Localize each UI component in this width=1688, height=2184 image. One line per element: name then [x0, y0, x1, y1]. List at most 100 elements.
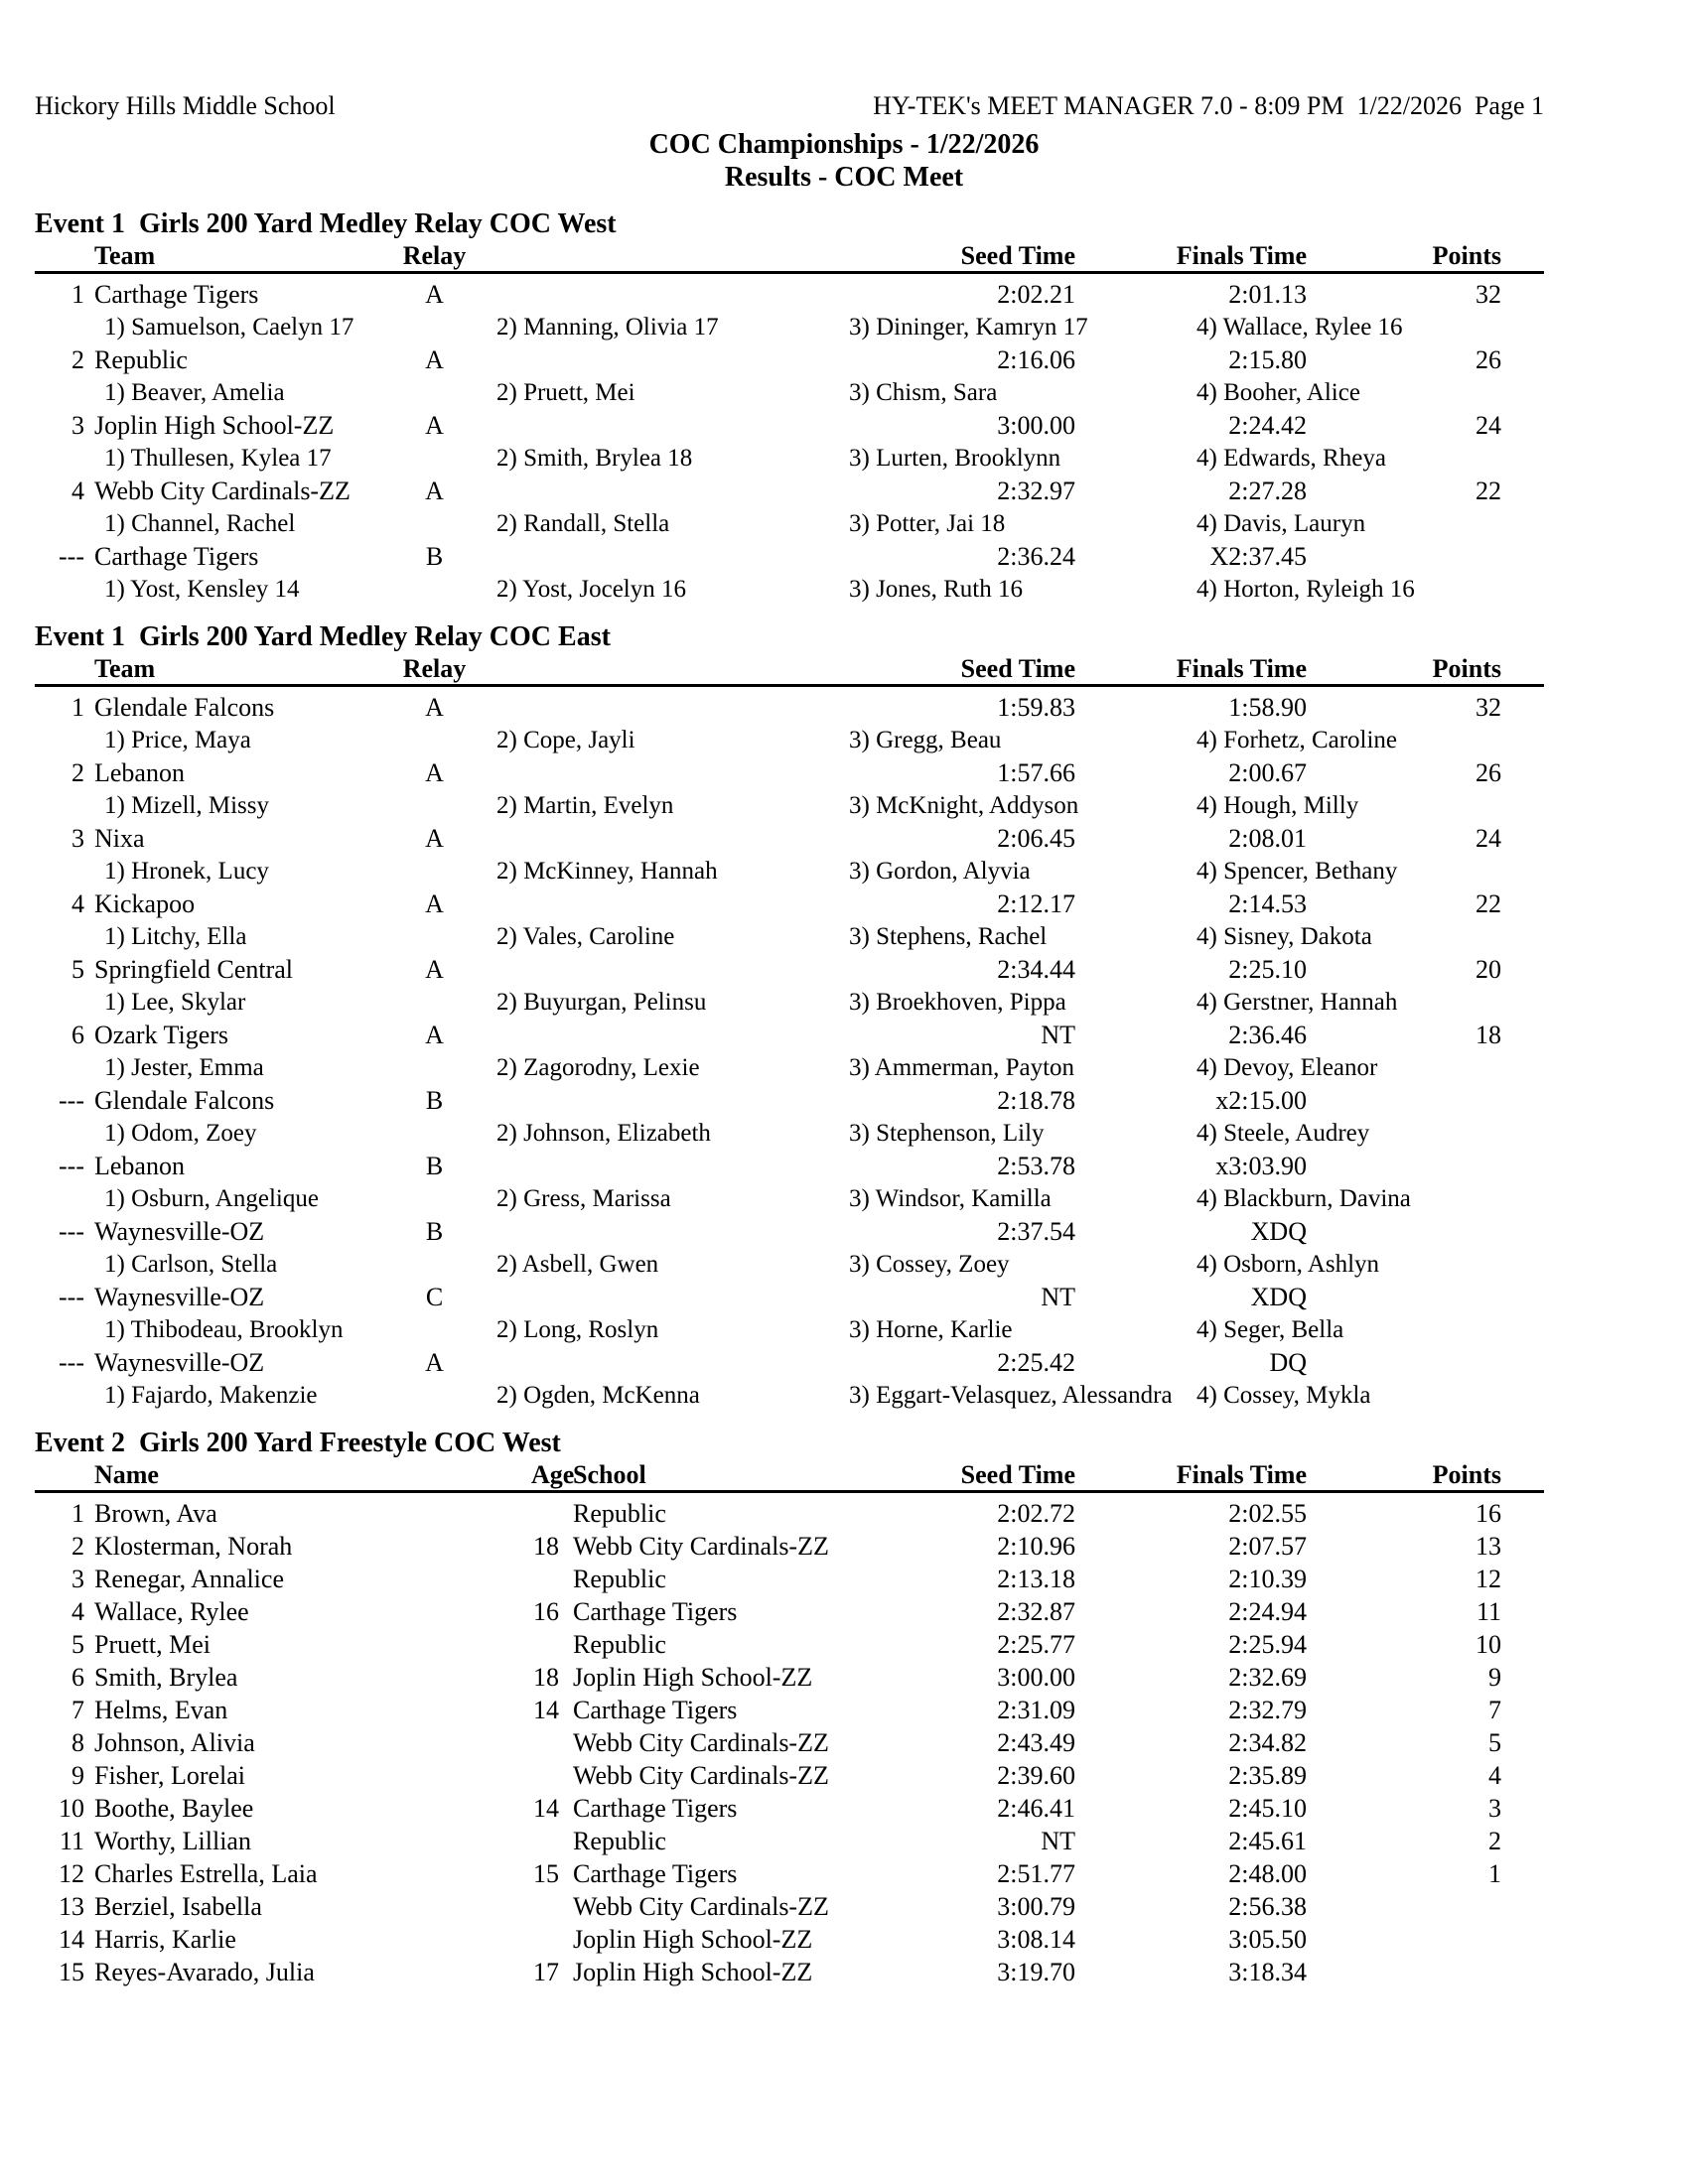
- swimmer-leg-4: 4) Spencer, Bethany: [1196, 858, 1398, 885]
- relay-swimmers-row: 1) Beaver, Amelia 2) Pruett, Mei 3) Chism,…: [35, 376, 1688, 409]
- spacer: [84, 409, 94, 442]
- spacer: [35, 507, 104, 540]
- points: 4: [1488, 1761, 1501, 1790]
- relay-letter: A: [425, 411, 444, 440]
- table-body: 1 Glendale Falcons A 1:59.83 1:58.90 32 1) Pri…: [35, 691, 1688, 1412]
- place: 2: [71, 758, 84, 787]
- finals-time: 2:48.00: [1228, 1859, 1307, 1888]
- swimmer-leg-3: 3) Horne, Karlie: [849, 1316, 1013, 1343]
- event-section: Event 1 Girls 200 Yard Medley Relay COC …: [0, 208, 1688, 606]
- column-header-points: Points: [1432, 654, 1501, 683]
- finals-time: 2:32.79: [1228, 1696, 1307, 1724]
- points: 32: [1476, 693, 1501, 722]
- seed-time: 1:57.66: [997, 758, 1075, 787]
- seed-time: 2:53.78: [997, 1152, 1075, 1180]
- spacer: [84, 1890, 94, 1923]
- relay-swimmers-row: 1) Thullesen, Kylea 17 2) Smith, Brylea 1…: [35, 442, 1688, 475]
- school: Webb City Cardinals-ZZ: [573, 1532, 829, 1561]
- school: Joplin High School-ZZ: [573, 1663, 813, 1692]
- swimmer-leg-4: 4) Gerstner, Hannah: [1196, 989, 1398, 1016]
- seed-time: NT: [1041, 1021, 1075, 1049]
- finals-time: x3:03.90: [1215, 1152, 1307, 1180]
- result-row: 1 Carthage Tigers A 2:02.21 2:01.13 32: [35, 278, 1688, 311]
- swimmer-leg-3: 3) Chism, Sara: [849, 379, 998, 406]
- spacer: [35, 311, 104, 343]
- spacer: [84, 1857, 94, 1890]
- finals-time: 2:35.89: [1228, 1761, 1307, 1790]
- points: 22: [1476, 477, 1501, 505]
- school: Webb City Cardinals-ZZ: [573, 1892, 829, 1921]
- team-name: Carthage Tigers: [94, 542, 259, 571]
- points: 24: [1476, 824, 1501, 853]
- swimmer-leg-2: 2) Long, Roslyn: [496, 1316, 659, 1343]
- spacer: [84, 887, 94, 920]
- finals-time: X2:37.45: [1209, 542, 1308, 571]
- points: 12: [1476, 1565, 1501, 1593]
- spacer: [84, 1792, 94, 1825]
- spacer: [84, 1461, 94, 1489]
- event-section: Event 1 Girls 200 Yard Medley Relay COC …: [0, 621, 1688, 1412]
- spacer: [35, 655, 84, 683]
- place: 1: [71, 693, 84, 722]
- spacer: [84, 1346, 94, 1379]
- spacer: [35, 1461, 84, 1489]
- age: 15: [533, 1859, 559, 1888]
- team-name: Joplin High School-ZZ: [94, 411, 335, 440]
- spacer: [84, 1497, 94, 1530]
- relay-letter: B: [425, 1086, 444, 1115]
- finals-time: 2:15.80: [1228, 345, 1307, 374]
- swimmer-name: Johnson, Alivia: [94, 1728, 255, 1757]
- place: 14: [59, 1925, 84, 1954]
- place: 6: [71, 1021, 84, 1049]
- spacer: [35, 1248, 104, 1281]
- finals-time: 2:00.67: [1228, 758, 1307, 787]
- finals-time: XDQ: [1250, 1283, 1307, 1311]
- points: 16: [1476, 1499, 1501, 1528]
- swimmer-leg-1: 1) Jester, Emma: [104, 1054, 264, 1081]
- spacer: [35, 242, 84, 270]
- swimmer-leg-3: 3) Stephenson, Lily: [849, 1120, 1045, 1147]
- swimmer-name: Boothe, Baylee: [94, 1794, 254, 1823]
- column-header-team: Team: [94, 241, 156, 270]
- age: 16: [533, 1597, 559, 1626]
- swimmer-leg-4: 4) Cossey, Mykla: [1196, 1382, 1371, 1409]
- swimmer-leg-2: 2) Gress, Marissa: [496, 1185, 671, 1212]
- spacer: [84, 822, 94, 855]
- place: 3: [71, 411, 84, 440]
- result-row: 3 Renegar, Annalice Republic 2:13.18 2:10.39…: [35, 1563, 1688, 1595]
- swimmer-leg-3: 3) Gregg, Beau: [849, 727, 1002, 753]
- seed-time: 2:46.41: [997, 1794, 1075, 1823]
- points: 2: [1488, 1827, 1501, 1855]
- school: Webb City Cardinals-ZZ: [573, 1761, 829, 1790]
- report-subtitle: Results - COC Meet: [724, 162, 964, 193]
- swimmer-leg-1: 1) Carlson, Stella: [104, 1251, 278, 1278]
- relay-letter: A: [425, 758, 444, 787]
- swimmer-leg-2: 2) Asbell, Gwen: [496, 1251, 659, 1278]
- spacer: [84, 655, 94, 683]
- results-body: Event 1 Girls 200 Yard Medley Relay COC …: [0, 208, 1688, 1988]
- spacer: [84, 1759, 94, 1792]
- spacer: [84, 1628, 94, 1661]
- result-row: 11 Worthy, Lillian Republic NT 2:45.61 2: [35, 1825, 1688, 1857]
- seed-time: NT: [1041, 1827, 1075, 1855]
- place: ---: [59, 542, 84, 571]
- relay-swimmers-row: 1) Odom, Zoey 2) Johnson, Elizabeth 3) Ste…: [35, 1117, 1688, 1150]
- swimmer-leg-4: 4) Seger, Bella: [1196, 1316, 1344, 1343]
- finals-time: x2:15.00: [1215, 1086, 1307, 1115]
- swimmer-name: Berziel, Isabella: [94, 1892, 262, 1921]
- place: 5: [71, 955, 84, 984]
- result-row: --- Waynesville-OZ A 2:25.42 DQ: [35, 1346, 1688, 1379]
- result-row: 4 Wallace, Rylee 16 Carthage Tigers 2:32.87 2…: [35, 1595, 1688, 1628]
- seed-time: 2:32.87: [997, 1597, 1075, 1626]
- swimmer-name: Brown, Ava: [94, 1499, 217, 1528]
- result-row: 2 Republic A 2:16.06 2:15.80 26: [35, 343, 1688, 376]
- spacer: [84, 1084, 94, 1117]
- swimmer-leg-3: 3) Cossey, Zoey: [849, 1251, 1010, 1278]
- swimmer-name: Renegar, Annalice: [94, 1565, 284, 1593]
- spacer: [84, 1595, 94, 1628]
- result-row: 13 Berziel, Isabella Webb City Cardinals-Z…: [35, 1890, 1688, 1923]
- school: Joplin High School-ZZ: [573, 1958, 813, 1986]
- team-name: Lebanon: [94, 1152, 185, 1180]
- swimmer-leg-3: 3) Dininger, Kamryn 17: [849, 314, 1088, 341]
- school: Republic: [573, 1827, 666, 1855]
